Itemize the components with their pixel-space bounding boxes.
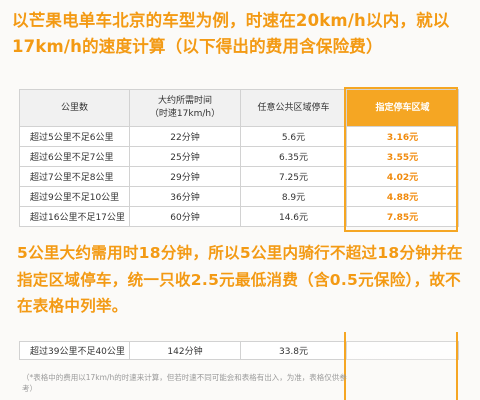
cell-designated-fee: 4.88元 <box>346 186 459 207</box>
cell-designated-fee: 4.02元 <box>346 166 459 187</box>
col-header-distance: 公里数 <box>19 89 130 127</box>
cell-time: 142分钟 <box>129 341 241 360</box>
cell-designated-fee: 7.85元 <box>346 206 459 227</box>
cell-any-parking-fee: 33.8元 <box>240 341 347 360</box>
col-header-designated-parking: 指定停车区域 <box>346 89 459 127</box>
cell-any-parking-fee: 14.6元 <box>240 206 347 227</box>
cell-designated-fee: 3.55元 <box>346 146 459 167</box>
pricing-table: 公里数 大约所需时间 （时速17km/h） 任意公共区域停车 指定停车区域 超过… <box>19 89 459 227</box>
cell-time: 60分钟 <box>129 206 241 227</box>
cell-distance: 超过16公里不足17公里 <box>19 206 130 227</box>
table-row: 超过9公里不足10公里 36分钟 8.9元 4.88元 <box>19 186 459 207</box>
cell-any-parking-fee: 7.25元 <box>240 166 347 187</box>
table-row: 超过6公里不足7公里 25分钟 6.35元 3.55元 <box>19 146 459 167</box>
cell-distance: 超过7公里不足8公里 <box>19 166 130 187</box>
table-row: 超过16公里不足17公里 60分钟 14.6元 7.85元 <box>19 206 459 227</box>
header-title: 以芒果电单车北京的车型为例，时速在20km/h以内，就以17km/h的速度计算（… <box>12 11 450 56</box>
footnote: （*表格中的费用以17km/h的时速来计算，但若时速不同可能会和表格有出入，为准… <box>22 373 347 393</box>
cell-time: 22分钟 <box>129 126 241 147</box>
cell-any-parking-fee: 5.6元 <box>240 126 347 147</box>
table-row: 超过7公里不足8公里 29分钟 7.25元 4.02元 <box>19 166 459 187</box>
cell-time: 29分钟 <box>129 166 241 187</box>
cell-designated-fee: 3.16元 <box>346 126 459 147</box>
table-row: 超过5公里不足6公里 22分钟 5.6元 3.16元 <box>19 126 459 147</box>
cell-time: 25分钟 <box>129 146 241 167</box>
explanation-text: 5公里大约需用时18分钟，所以5公里内骑行不超过18分钟并在指定区域停车，统一只… <box>17 244 463 315</box>
col-header-any-parking: 任意公共区域停车 <box>240 89 347 127</box>
col-header-time: 大约所需时间 （时速17km/h） <box>129 89 241 127</box>
cell-distance: 超过6公里不足7公里 <box>19 146 130 167</box>
cell-any-parking-fee: 8.9元 <box>240 186 347 207</box>
pricing-table-header-row: 公里数 大约所需时间 （时速17km/h） 任意公共区域停车 指定停车区域 <box>19 89 459 127</box>
cell-distance: 超过9公里不足10公里 <box>19 186 130 207</box>
cell-any-parking-fee: 6.35元 <box>240 146 347 167</box>
cell-distance: 超过39公里不足40公里 <box>19 341 130 360</box>
designated-column-fade <box>344 332 458 400</box>
cell-time: 36分钟 <box>129 186 241 207</box>
cell-distance: 超过5公里不足6公里 <box>19 126 130 147</box>
